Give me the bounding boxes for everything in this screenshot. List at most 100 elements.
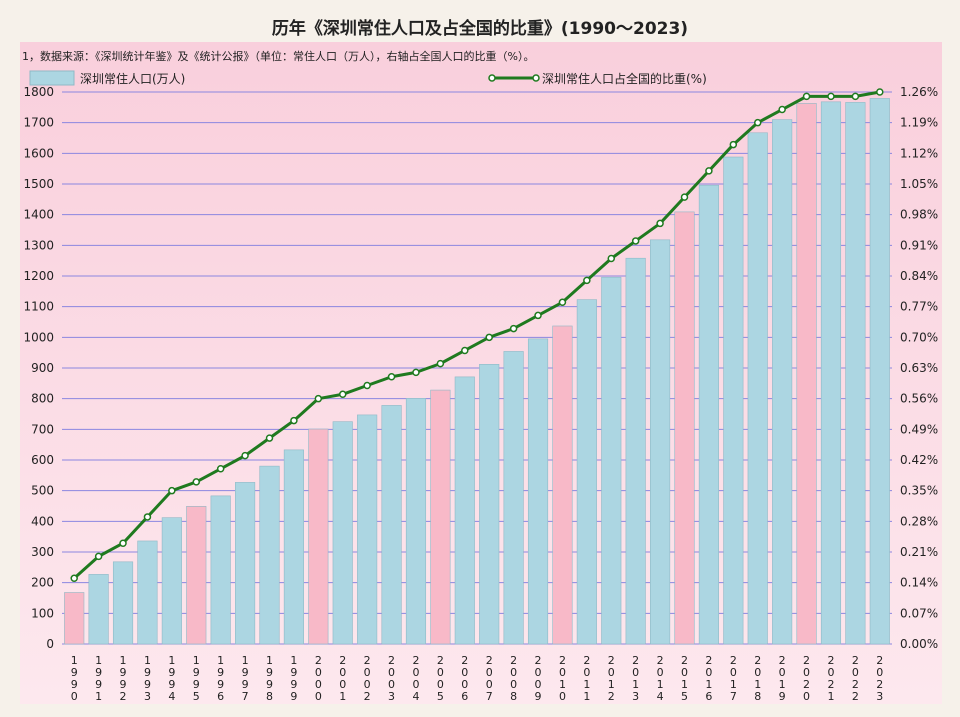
left-tick-label: 1100 — [23, 300, 54, 314]
population-bar — [405, 398, 427, 645]
share-point — [338, 390, 347, 399]
left-tick-label: 1500 — [23, 177, 54, 191]
share-point — [168, 486, 176, 495]
share-point — [802, 92, 811, 101]
share-point — [583, 276, 591, 285]
population-bar — [650, 239, 671, 645]
population-bar — [503, 351, 524, 645]
right-tick-label: 0.56% — [900, 392, 938, 406]
left-tick-label: 500 — [31, 484, 54, 498]
share-point — [656, 219, 664, 228]
left-tick-label: 1800 — [23, 85, 54, 99]
share-point — [680, 193, 689, 201]
population-bar — [625, 257, 646, 645]
population-bar — [112, 561, 134, 645]
population-bar — [64, 592, 85, 645]
population-bar — [381, 405, 402, 645]
population-bar — [259, 465, 280, 645]
share-point — [705, 167, 713, 175]
population-bar — [210, 495, 231, 645]
line-series — [70, 88, 884, 583]
population-bar — [820, 101, 842, 645]
right-tick-label: 0.63% — [900, 361, 938, 375]
left-tick-label: 1700 — [23, 116, 54, 130]
population-bar — [772, 119, 793, 645]
left-tick-label: 1300 — [23, 238, 54, 252]
left-tick-label: 900 — [31, 361, 54, 375]
population-bar — [454, 376, 475, 645]
share-point — [119, 539, 127, 547]
population-bar — [479, 364, 500, 645]
legend: 深圳常住人口(万人) 深圳常住人口占全国的比重(%) — [29, 70, 707, 86]
share-point — [314, 394, 323, 403]
left-axis: 0 100 200 300 400 500 600 700 800 900 1000 1100 1200… — [23, 85, 54, 651]
population-bar — [137, 540, 158, 645]
population-bar — [796, 103, 817, 645]
population-bar — [869, 98, 890, 645]
share-point — [241, 451, 249, 460]
share-point — [461, 346, 469, 355]
legend-bar-swatch — [29, 70, 75, 86]
population-bar — [723, 156, 744, 645]
share-point — [363, 381, 371, 390]
left-tick-label: 400 — [31, 514, 54, 528]
share-point — [851, 92, 860, 101]
population-bar — [235, 482, 256, 645]
share-point — [192, 478, 201, 486]
share-point — [143, 513, 152, 521]
share-point — [412, 368, 420, 377]
left-tick-label: 200 — [31, 576, 54, 590]
share-point — [387, 373, 396, 381]
population-bar — [88, 574, 109, 645]
left-tick-label: 700 — [31, 422, 54, 436]
population-bar — [430, 389, 451, 645]
share-point — [729, 140, 738, 149]
right-tick-label: 0.70% — [900, 330, 938, 344]
population-bar — [161, 517, 182, 645]
share-point — [436, 359, 445, 368]
left-tick-label: 0 — [46, 637, 54, 651]
share-point — [778, 105, 786, 114]
share-point — [876, 88, 884, 96]
share-point — [94, 552, 103, 561]
share-point — [631, 237, 640, 245]
bar-series — [64, 98, 890, 645]
population-bar — [576, 299, 597, 645]
right-tick-label: 1.26% — [900, 85, 938, 99]
right-tick-label: 0.42% — [900, 453, 938, 467]
population-bar — [308, 428, 329, 645]
right-tick-label: 0.35% — [900, 484, 938, 498]
chart-note: 1，数据来源：《深圳统计年鉴》及《统计公报》（单位：常住人口（万人），右轴占全国… — [22, 49, 534, 63]
share-point — [485, 333, 493, 342]
left-tick-label: 1000 — [23, 330, 54, 344]
population-bar — [283, 449, 304, 645]
population-bar — [552, 325, 573, 645]
share-point — [607, 254, 616, 263]
population-bar — [845, 102, 866, 645]
share-point — [216, 465, 225, 473]
left-tick-label: 1600 — [23, 146, 54, 160]
right-axis: 0.00% 0.07% 0.14% 0.21% 0.28% 0.35% 0.42% 0.49%… — [900, 85, 938, 651]
population-bar — [601, 276, 622, 645]
